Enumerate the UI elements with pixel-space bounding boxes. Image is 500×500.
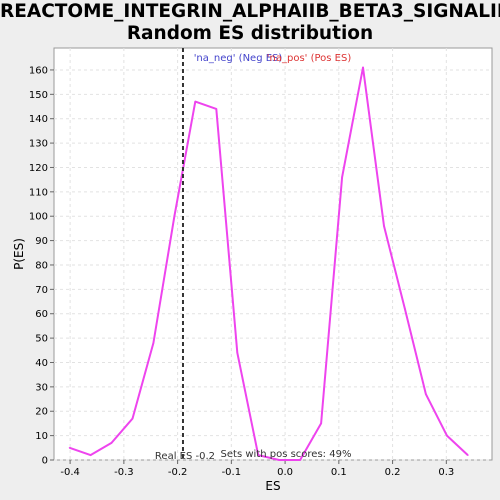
x-tick-label: 0.0 — [277, 467, 293, 478]
x-axis-label: ES — [265, 479, 280, 493]
data-point — [383, 225, 385, 227]
x-tick-label: -0.4 — [60, 467, 80, 478]
x-tick-label: -0.1 — [222, 467, 242, 478]
grid-lines — [54, 48, 492, 461]
data-point — [320, 422, 322, 425]
data-point — [299, 459, 301, 461]
y-tick-label: 80 — [35, 260, 48, 271]
y-tick-label: 30 — [35, 382, 48, 393]
axes: 0 10 20 30 40 50 60 70 80 90 100 110 120 130 140 150 160… — [29, 65, 454, 478]
data-point — [215, 108, 218, 110]
data-point — [194, 100, 197, 103]
legend-neg: 'na_neg' (Neg ES) — [194, 53, 283, 64]
x-tick-label: 0.1 — [331, 467, 347, 478]
pos-scores-label: Sets with pos scores: 49% — [221, 449, 352, 460]
data-point — [68, 447, 71, 449]
data-point — [110, 442, 113, 444]
data-point — [404, 308, 406, 310]
plot-area — [53, 47, 493, 461]
y-tick-label: 0 — [42, 456, 48, 467]
y-tick-label: 40 — [35, 358, 48, 369]
data-point — [152, 342, 155, 344]
y-tick-label: 140 — [29, 114, 48, 125]
series-layer — [68, 66, 469, 461]
x-tick-label: -0.2 — [168, 467, 188, 478]
y-tick-label: 150 — [29, 90, 48, 101]
y-tick-label: 100 — [29, 212, 48, 223]
data-point — [278, 459, 280, 461]
y-tick-label: 120 — [29, 163, 48, 174]
data-point — [362, 66, 364, 69]
y-axis-label: P(ES) — [12, 238, 26, 270]
data-point — [131, 417, 134, 420]
data-point — [173, 215, 176, 218]
data-point — [236, 351, 239, 354]
y-tick-label: 10 — [35, 431, 48, 442]
x-tick-label: 0.3 — [438, 467, 454, 478]
y-tick-label: 130 — [29, 139, 48, 150]
data-point — [89, 454, 92, 456]
data-point — [425, 393, 427, 395]
y-tick-label: 160 — [29, 65, 48, 76]
y-tick-label: 90 — [35, 236, 48, 247]
data-point — [467, 454, 469, 456]
data-point — [341, 176, 343, 179]
y-tick-label: 20 — [35, 407, 48, 418]
chart-title-line-1: REACTOME_INTEGRIN_ALPHAIIB_BETA3_SIGNALI… — [0, 1, 500, 22]
y-tick-label: 110 — [29, 187, 48, 198]
chart-title-line-2: Random ES distribution — [126, 23, 374, 44]
x-tick-label: -0.3 — [114, 467, 134, 478]
y-tick-label: 50 — [35, 334, 48, 345]
y-tick-label: 70 — [35, 285, 48, 296]
data-point — [446, 434, 448, 437]
y-tick-label: 60 — [35, 309, 48, 320]
data-point — [257, 454, 260, 456]
series-line — [69, 66, 469, 461]
legend-pos: 'na_pos' (Pos ES) — [267, 53, 352, 64]
x-tick-label: 0.2 — [385, 467, 401, 478]
real-es-label: Real ES -0.2 — [155, 451, 215, 462]
